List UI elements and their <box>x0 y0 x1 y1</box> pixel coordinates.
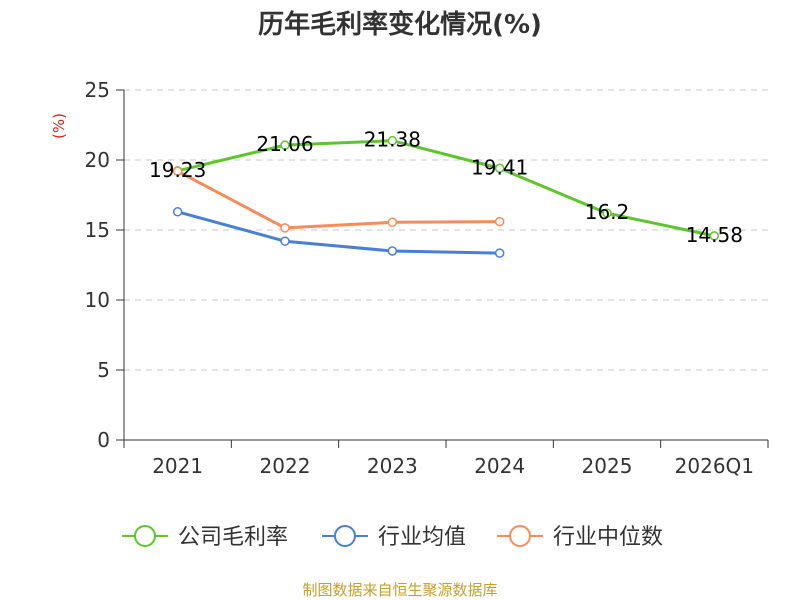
data-point <box>280 236 290 246</box>
x-axis-ticks: 2021 2022 2023 2024 2025 2026Q1 <box>123 440 769 478</box>
data-point <box>709 231 720 241</box>
data-point <box>494 248 505 258</box>
data-point <box>387 246 398 256</box>
data-point <box>280 223 290 233</box>
data-label: 19.41 <box>471 155 528 179</box>
x-tick-label: 2025 <box>582 454 633 478</box>
data-label: 21.06 <box>256 132 313 156</box>
y-tick-label: 25 <box>85 78 110 102</box>
series-line-0 <box>177 139 715 238</box>
legend-label: 公司毛利率 <box>178 525 288 550</box>
legend-marker <box>134 525 156 547</box>
data-labels: 19.23 21.06 21.38 19.41 16.2 14.58 <box>149 128 743 247</box>
data-label: 16.2 <box>585 200 630 224</box>
axes <box>123 90 768 441</box>
source-note: 制图数据来自恒生聚源数据库 <box>302 581 497 599</box>
legend-marker <box>334 525 356 547</box>
x-tick-label: 2024 <box>474 454 525 478</box>
data-label: 21.38 <box>364 128 421 152</box>
x-tick-label: 2026Q1 <box>675 454 754 478</box>
data-point <box>280 140 290 150</box>
data-point <box>494 216 505 227</box>
y-axis-unit: (%) <box>50 113 68 139</box>
x-tick-label: 2023 <box>367 454 418 478</box>
legend-marker <box>509 525 531 547</box>
data-point <box>494 163 505 174</box>
data-label: 19.23 <box>149 158 206 182</box>
series-line-1 <box>177 210 500 255</box>
series-group <box>172 135 720 258</box>
legend-label: 行业中位数 <box>553 525 663 550</box>
y-axis-ticks: 0 5 10 15 20 25 <box>85 78 124 452</box>
x-tick-label: 2022 <box>260 454 311 478</box>
y-tick-label: 5 <box>97 358 110 382</box>
data-point <box>602 208 612 218</box>
y-tick-label: 0 <box>97 428 110 452</box>
data-point <box>387 217 398 228</box>
y-tick-label: 10 <box>85 288 110 312</box>
legend[interactable]: 公司毛利率 行业均值 行业中位数 <box>122 525 663 550</box>
y-tick-label: 20 <box>85 148 110 172</box>
y-tick-label: 15 <box>85 218 110 242</box>
legend-label: 行业均值 <box>378 525 466 550</box>
data-label: 14.58 <box>686 223 743 247</box>
data-point <box>172 207 183 217</box>
chart-title: 历年毛利率变化情况(%) <box>258 9 542 40</box>
gridlines <box>124 89 768 371</box>
series-line-2 <box>176 169 500 230</box>
x-tick-label: 2021 <box>152 454 203 478</box>
data-point <box>172 166 183 176</box>
data-point <box>387 135 398 146</box>
